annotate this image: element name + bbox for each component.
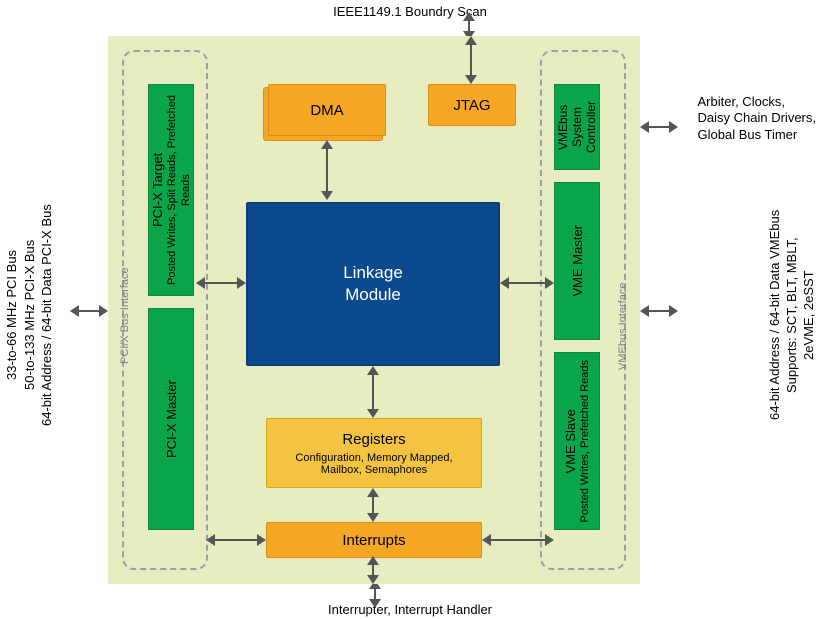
arrow-int-bottom xyxy=(372,564,374,576)
labels-right-mid: 64-bit Address / 64-bit Data VMEbus Supp… xyxy=(767,195,816,435)
label-rt-1: Arbiter, Clocks, xyxy=(698,94,816,110)
arrow-dma-link xyxy=(326,148,328,192)
registers-sub2: Mailbox, Semaphores xyxy=(321,464,427,476)
jtag-block: JTAG xyxy=(428,84,516,126)
pcix-target-sub: Posted Writes, Split Reads, Prefetched R… xyxy=(166,95,192,285)
vme-controller-block: VMEbus System Controller xyxy=(554,84,600,170)
label-rm-3: 2eVME, 2eSST xyxy=(801,195,816,435)
registers-block: Registers Configuration, Memory Mapped, … xyxy=(266,418,482,488)
vme-slave-sub: Posted Writes, Prefetched Reads xyxy=(579,360,591,522)
label-left-2: 50-to-133 MHz PCI-X Bus xyxy=(22,195,38,435)
pcix-master-title: PCI-X Master xyxy=(164,380,179,458)
linkage-block: Linkage Module xyxy=(246,202,500,366)
vme-master-title: VME Master xyxy=(570,225,585,297)
label-bottom: Interrupter, Interrupt Handler xyxy=(328,602,492,617)
labels-right-top: Arbiter, Clocks, Daisy Chain Drivers, Gl… xyxy=(698,94,816,143)
label-rt-2: Daisy Chain Drivers, xyxy=(698,110,816,126)
arrow-int-right xyxy=(490,539,546,541)
label-rm-1: 64-bit Address / 64-bit Data VMEbus xyxy=(767,195,782,435)
vme-ctrl-t2: System xyxy=(570,107,584,147)
arrow-ext-bottom xyxy=(374,588,376,600)
arrow-ext-top xyxy=(468,20,470,32)
arrow-reg-int xyxy=(372,496,374,514)
arrow-ext-left xyxy=(78,310,100,312)
label-left-3: 64-bit Address / 64-bit Data PCI-X Bus xyxy=(39,195,55,435)
arrow-int-left xyxy=(214,539,258,541)
arrow-link-vme xyxy=(508,282,546,284)
pcix-target-block: PCI-X Target Posted Writes, Split Reads,… xyxy=(148,84,194,296)
vme-ctrl-t3: Controller xyxy=(584,101,598,153)
linkage-l2: Module xyxy=(345,284,401,306)
chip-area: PCI/X Bus Interface VMEbus Interface PCI… xyxy=(108,36,640,584)
registers-title: Registers xyxy=(342,431,405,448)
vme-master-block: VME Master xyxy=(554,182,600,340)
label-left-1: 33-to-66 MHz PCI Bus xyxy=(4,195,20,435)
arrow-ext-right-ctrl xyxy=(648,126,670,128)
pcix-master-block: PCI-X Master xyxy=(148,308,194,530)
arrow-link-reg xyxy=(372,374,374,410)
arrow-ext-right-bus xyxy=(648,310,670,312)
arrow-pcix-link xyxy=(204,282,238,284)
dma-block: DMA xyxy=(268,84,386,136)
iface-left-label: PCI/X Bus Interface xyxy=(119,256,131,376)
label-rm-2: Supports: SCT, BLT, MBLT, xyxy=(784,195,799,435)
pcix-target-title: PCI-X Target xyxy=(150,153,165,227)
linkage-l1: Linkage xyxy=(343,262,403,284)
vme-slave-block: VME Slave Posted Writes, Prefetched Read… xyxy=(554,352,600,530)
vme-slave-title: VME Slave xyxy=(563,409,578,473)
iface-right-label: VMEbus Interface xyxy=(617,266,629,386)
label-rt-3: Global Bus Timer xyxy=(698,127,816,143)
vme-ctrl-t1: VMEbus xyxy=(556,104,570,149)
labels-left: 33-to-66 MHz PCI Bus 50-to-133 MHz PCI-X… xyxy=(4,195,55,435)
registers-sub1: Configuration, Memory Mapped, xyxy=(295,452,452,464)
arrow-jtag-top xyxy=(470,44,472,76)
interrupts-block: Interrupts xyxy=(266,522,482,558)
